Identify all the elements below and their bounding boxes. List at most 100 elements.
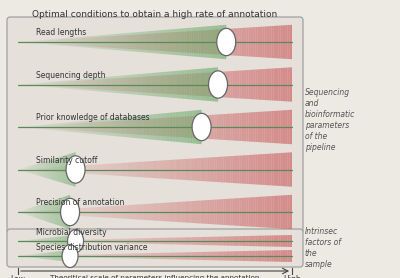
Polygon shape [96, 165, 98, 175]
Polygon shape [132, 35, 134, 49]
Polygon shape [43, 83, 46, 86]
Polygon shape [154, 114, 156, 140]
Polygon shape [151, 73, 153, 96]
Polygon shape [120, 117, 122, 137]
Polygon shape [276, 250, 278, 262]
Polygon shape [197, 27, 198, 57]
Polygon shape [50, 240, 52, 242]
Polygon shape [169, 75, 171, 94]
Polygon shape [118, 121, 121, 133]
Polygon shape [262, 197, 265, 227]
Polygon shape [50, 210, 52, 214]
Polygon shape [50, 82, 51, 87]
Polygon shape [235, 236, 237, 246]
Polygon shape [178, 32, 180, 52]
Polygon shape [41, 125, 42, 129]
Polygon shape [272, 111, 274, 143]
Polygon shape [146, 161, 148, 178]
Polygon shape [29, 166, 30, 173]
Polygon shape [59, 39, 61, 45]
Polygon shape [162, 160, 164, 179]
Polygon shape [137, 77, 139, 92]
Polygon shape [23, 240, 24, 242]
Polygon shape [89, 80, 91, 89]
Polygon shape [240, 113, 242, 141]
Polygon shape [84, 80, 86, 89]
Polygon shape [35, 164, 36, 175]
Polygon shape [116, 36, 118, 48]
Polygon shape [34, 206, 35, 218]
Polygon shape [42, 125, 44, 130]
Polygon shape [67, 122, 68, 132]
Polygon shape [120, 76, 121, 93]
Polygon shape [84, 38, 86, 46]
Polygon shape [68, 195, 69, 229]
Polygon shape [112, 254, 114, 258]
Polygon shape [107, 254, 109, 258]
Polygon shape [185, 237, 187, 245]
Polygon shape [169, 32, 171, 52]
Polygon shape [88, 120, 90, 134]
Polygon shape [109, 206, 112, 218]
Polygon shape [128, 254, 130, 259]
Polygon shape [192, 237, 194, 245]
Polygon shape [22, 168, 23, 171]
Polygon shape [63, 197, 64, 227]
Polygon shape [44, 162, 45, 178]
Polygon shape [69, 154, 70, 185]
Polygon shape [196, 158, 198, 181]
Polygon shape [102, 254, 105, 258]
Polygon shape [190, 70, 191, 100]
Polygon shape [158, 72, 160, 97]
Polygon shape [41, 82, 43, 87]
Polygon shape [30, 240, 31, 242]
Polygon shape [136, 32, 138, 52]
Polygon shape [54, 39, 57, 44]
Polygon shape [180, 159, 182, 180]
Polygon shape [201, 30, 203, 54]
Polygon shape [278, 195, 280, 229]
Polygon shape [27, 167, 28, 172]
Polygon shape [125, 163, 128, 176]
Polygon shape [178, 117, 180, 137]
Polygon shape [52, 237, 53, 245]
Polygon shape [60, 237, 61, 245]
Polygon shape [68, 124, 70, 130]
Polygon shape [198, 158, 201, 181]
Polygon shape [162, 238, 164, 244]
Polygon shape [77, 123, 80, 131]
Polygon shape [242, 198, 244, 226]
Polygon shape [240, 251, 242, 261]
Polygon shape [68, 80, 70, 89]
Polygon shape [164, 33, 166, 51]
Polygon shape [29, 208, 30, 216]
Polygon shape [178, 159, 180, 180]
Polygon shape [145, 73, 146, 96]
Polygon shape [22, 210, 23, 214]
Polygon shape [54, 255, 57, 257]
Polygon shape [267, 196, 269, 228]
Polygon shape [249, 251, 251, 261]
Polygon shape [139, 116, 140, 138]
Polygon shape [85, 79, 86, 90]
Polygon shape [173, 202, 176, 222]
Polygon shape [124, 33, 126, 51]
Polygon shape [118, 118, 119, 136]
Polygon shape [52, 255, 54, 257]
Polygon shape [41, 125, 43, 129]
Polygon shape [61, 157, 62, 183]
Polygon shape [204, 26, 206, 58]
Polygon shape [66, 196, 67, 228]
Polygon shape [73, 153, 74, 186]
Polygon shape [31, 240, 32, 242]
Polygon shape [153, 73, 155, 96]
Polygon shape [36, 83, 38, 86]
Polygon shape [54, 39, 56, 45]
Ellipse shape [66, 156, 85, 183]
Polygon shape [201, 158, 203, 181]
Polygon shape [115, 76, 116, 93]
Polygon shape [180, 252, 182, 260]
Polygon shape [153, 253, 155, 259]
Polygon shape [267, 250, 269, 262]
Polygon shape [246, 251, 249, 261]
